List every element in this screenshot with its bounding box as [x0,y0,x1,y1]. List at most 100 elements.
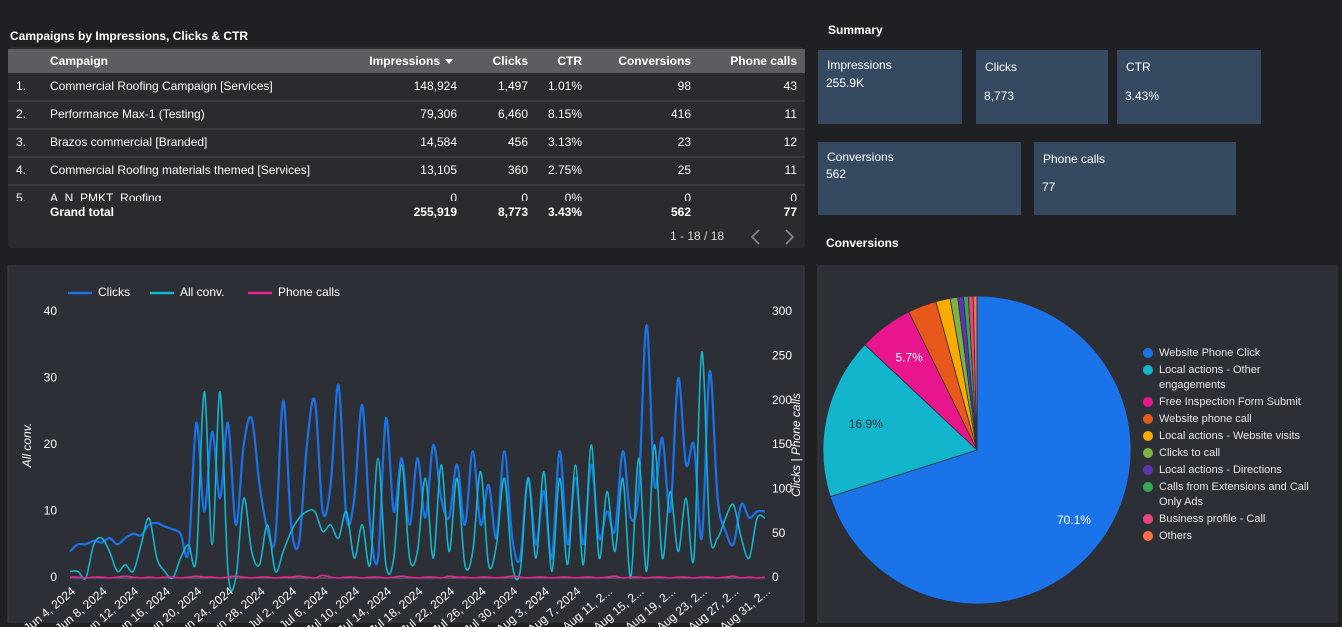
table-cell: 8.15% [548,107,582,121]
column-header: Phone calls [730,54,797,68]
scorecard [818,50,962,124]
next-page[interactable] [785,229,795,245]
pie-title: Conversions [826,236,899,250]
table-cell: Performance Max-1 (Testing) [50,107,205,121]
legend-label: Phone calls [278,285,340,299]
prev-page[interactable] [750,229,760,245]
scorecard-label: Phone calls [1043,152,1105,166]
legend-item: Local actions - Website visits [1143,429,1313,444]
legend-dot [1143,465,1153,475]
legend-dot [1143,482,1153,492]
y-tick-label: 40 [44,304,58,318]
table-cell: 11 [785,107,798,121]
legend-dot [1143,348,1153,358]
line-panel [7,265,805,623]
legend-dot [1143,514,1153,524]
pagination: 1 - 18 / 18 [670,229,724,243]
table-cell: A_N_PMKT_Roofing [50,191,161,205]
total-bg [8,201,805,225]
legend-label: Local actions - Directions [1159,464,1282,476]
sort-icon[interactable] [445,59,453,64]
legend-item: Local actions - Other engagements [1143,363,1313,393]
legend-item: Website phone call [1143,412,1313,427]
legend-label: Website Phone Click [1159,347,1261,359]
total-cell: 562 [671,205,691,219]
table-cell: 0 [790,191,797,205]
total-cell: 3.43% [548,205,582,219]
pie-slice [822,344,978,498]
total-cell: 255,919 [414,205,458,219]
table-cell: 23 [678,135,692,149]
scorecard [1117,50,1261,124]
y2-tick-label: 100 [772,482,792,496]
table-cell: 0 [684,191,691,205]
legend-label: Others [1159,530,1193,542]
y2-tick-label: 200 [772,393,792,407]
table-cell: 1,497 [498,79,528,93]
scorecard-label: CTR [1126,60,1151,74]
column-header: Impressions [369,54,440,68]
table-cell: 4. [16,163,26,177]
scorecard-value: 255.9K [826,76,864,90]
pie-slice [829,295,1132,605]
legend-item: Local actions - Directions [1143,463,1313,478]
table-cell: 43 [784,79,798,93]
table-cell: 1.01% [548,79,582,93]
series-line [69,324,766,566]
legend-label: Clicks to call [1159,447,1221,459]
table-cell: Commercial Roofing materials themed [Ser… [50,163,310,177]
scorecard-value: 8,773 [984,89,1014,103]
legend-label: Free Inspection Form Submit [1159,396,1301,408]
pie-value-label: 5.7% [895,351,923,365]
table-cell: 13,105 [420,163,457,177]
legend-item: Clicks to call [1143,446,1313,461]
table-cell: 1. [16,79,26,93]
pie-value-label: 70.1% [1057,513,1091,527]
scorecard [976,50,1108,124]
legend-item: Calls from Extensions and Call Only Ads [1143,480,1313,510]
scorecard-label: Clicks [985,60,1017,74]
pie-value-label: 16.9% [849,417,883,431]
pie-slice [972,295,978,451]
legend-dot [1143,448,1153,458]
y2-axis-label: Clicks | Phone calls [789,393,803,497]
table-panel [8,47,805,248]
legend-label: Website phone call [1159,413,1252,425]
legend-label: Local actions - Website visits [1159,430,1301,442]
y-tick-label: 30 [44,371,58,385]
scorecard-label: Impressions [827,58,892,72]
column-header: Campaign [50,54,108,68]
column-header: Conversions [618,54,691,68]
y-tick-label: 0 [50,570,57,584]
legend-item: Free Inspection Form Submit [1143,395,1313,410]
table-cell: 14,584 [420,135,457,149]
table-cell: 5. [16,191,26,205]
column-header: CTR [557,54,582,68]
table-cell: 11 [785,163,798,177]
column-header: Clicks [493,54,529,68]
legend-label: Clicks [98,285,130,299]
y2-tick-label: 300 [772,304,792,318]
table-cell: Commercial Roofing Campaign [Services] [50,79,273,93]
total-cell: 77 [784,205,798,219]
table-body: 1. Commercial Roofing Campaign [Services]… [8,79,805,205]
legend-dot [1143,365,1153,375]
table-cell: 2.75% [548,163,582,177]
table-cell: 2. [16,107,26,121]
table-cell: 148,924 [414,79,458,93]
y2-tick-label: 0 [772,570,779,584]
legend-dot [1143,414,1153,424]
table-cell: 6,460 [498,107,528,121]
table-cell: 25 [678,163,692,177]
table-cell: 3.13% [548,135,582,149]
legend-dot [1143,397,1153,407]
table-cell: 3. [16,135,26,149]
legend-dot [1143,531,1153,541]
series-line [69,351,766,592]
table-title: Campaigns by Impressions, Clicks & CTR [10,29,248,43]
legend-label: Business profile - Call [1159,513,1266,525]
table-cell: 98 [678,79,692,93]
total-cell: Grand total [50,205,114,219]
